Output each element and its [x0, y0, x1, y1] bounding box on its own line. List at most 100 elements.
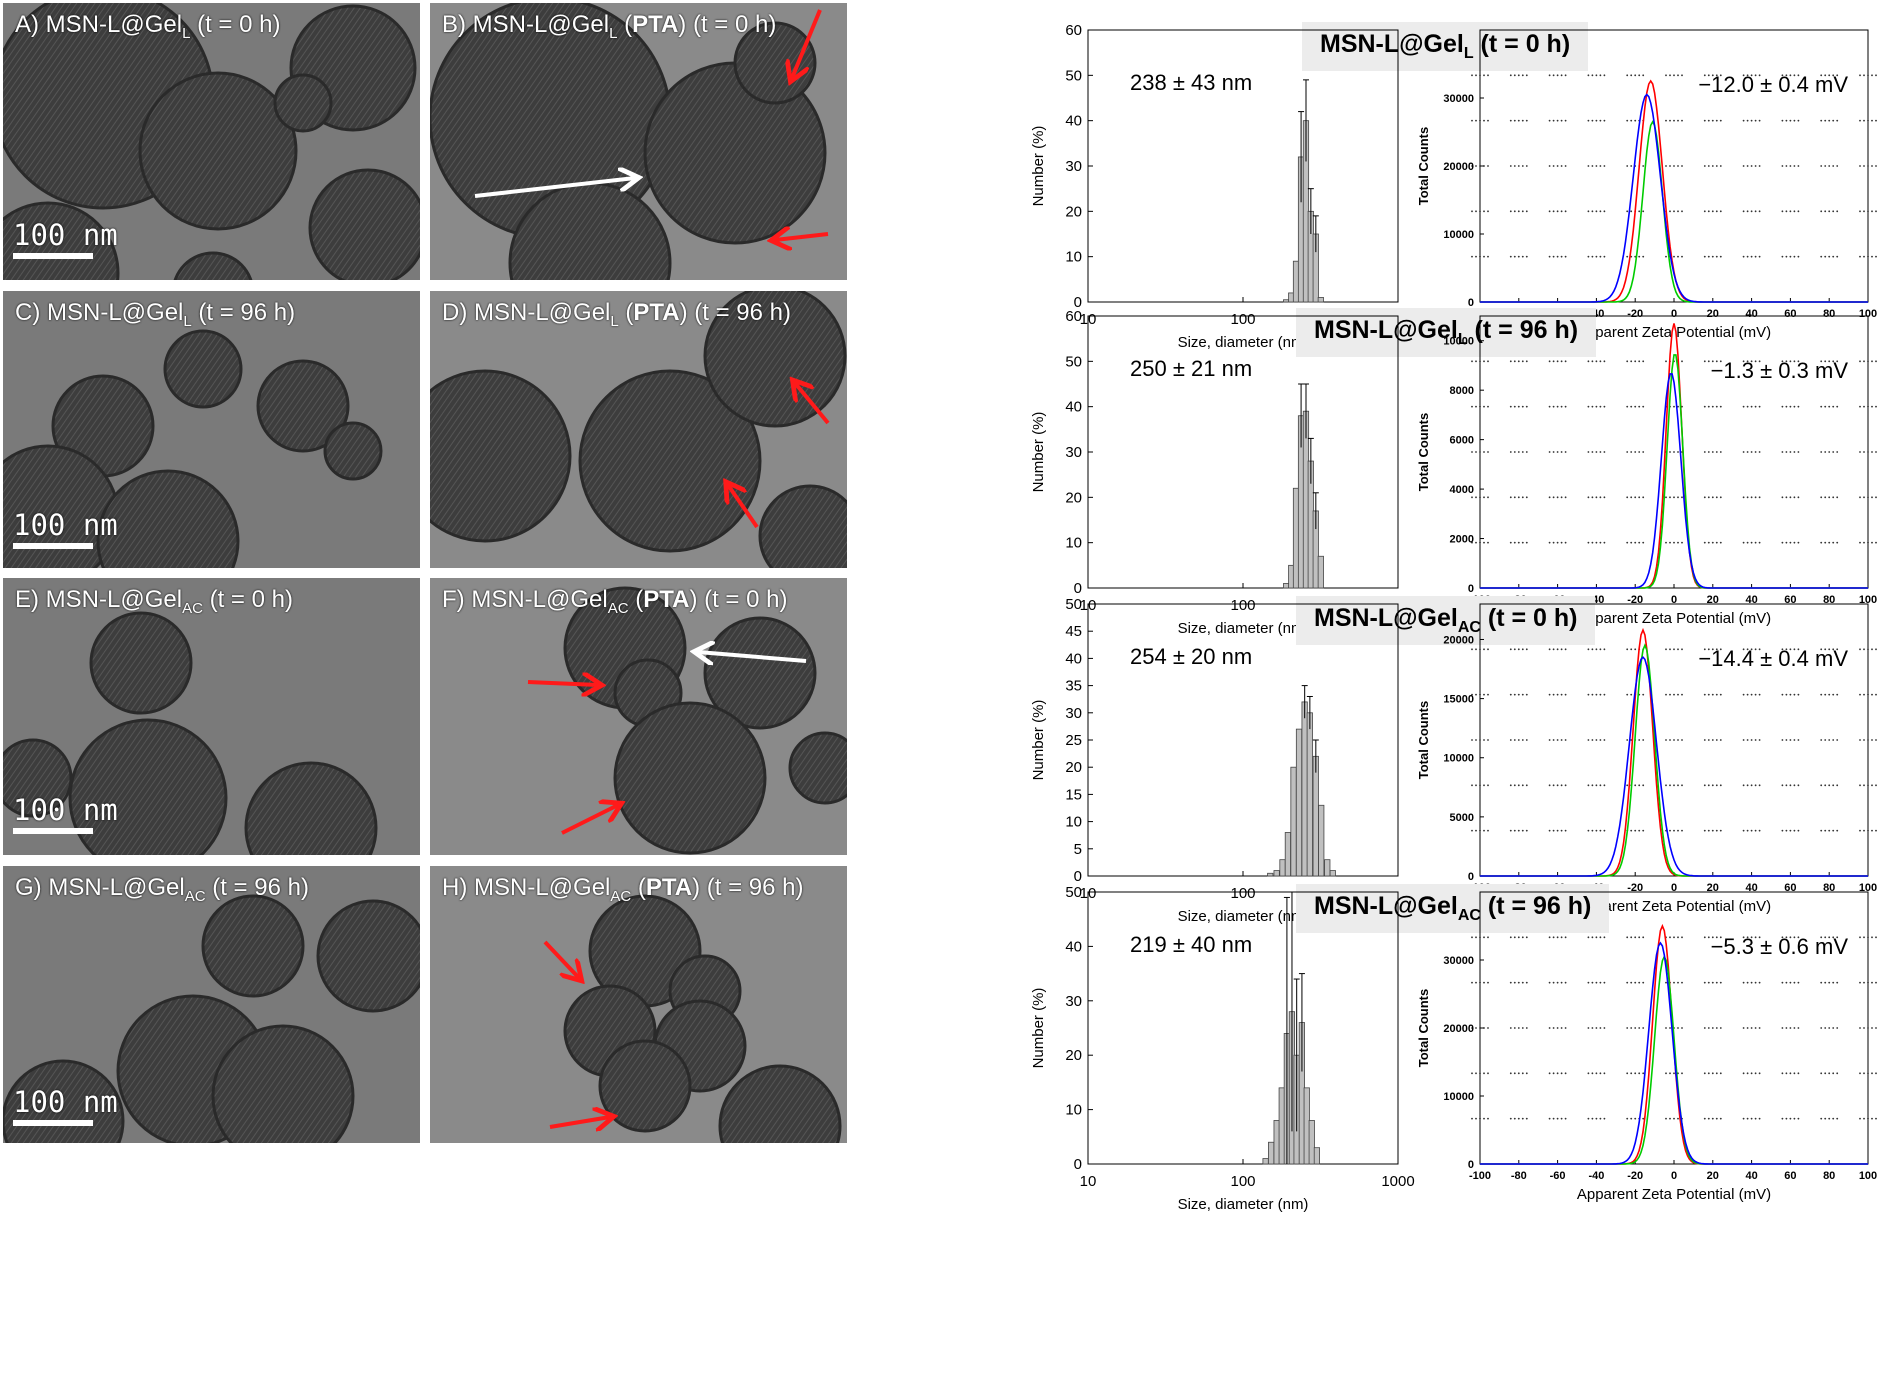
panel-label: F) MSN-L@GelAC (PTA) (t = 0 h) — [442, 586, 788, 617]
y-axis-label: Number (%) — [1030, 412, 1047, 493]
y-tick-label: 10 — [1065, 814, 1082, 831]
histogram-bar — [1324, 859, 1331, 877]
zeta-x-tick-label: 20 — [1707, 882, 1719, 894]
zeta-y-tick-label: 2000 — [1450, 534, 1474, 546]
zeta-y-tick-label: 15000 — [1443, 694, 1474, 706]
zeta-x-tick-label: -20 — [1627, 594, 1643, 606]
scale-bar — [13, 543, 93, 549]
zeta-x-tick-label: 80 — [1823, 882, 1835, 894]
zeta-x-axis-label: Apparent Zeta Potential (mV) — [1577, 610, 1771, 627]
y-tick-label: 40 — [1065, 650, 1082, 667]
y-tick-label: 10 — [1065, 1102, 1082, 1119]
x-tick-label: 100 — [1230, 311, 1255, 328]
particle — [173, 251, 253, 280]
zeta-x-tick-label: 100 — [1859, 1170, 1877, 1182]
size-annotation: 219 ± 40 nm — [1130, 932, 1252, 957]
y-tick-label: 40 — [1065, 113, 1082, 130]
y-tick-label: 0 — [1074, 580, 1082, 597]
zeta-x-tick-label: -40 — [1588, 1170, 1604, 1182]
zeta-x-tick-label: 20 — [1707, 594, 1719, 606]
particle — [201, 894, 305, 998]
size-annotation: 254 ± 20 nm — [1130, 644, 1252, 669]
zeta-x-tick-label: -60 — [1550, 1170, 1566, 1182]
zeta-y-tick-label: 0 — [1468, 297, 1474, 309]
zeta-y-tick-label: 0 — [1468, 871, 1474, 883]
zeta-series-blue — [1480, 373, 1868, 589]
scale-bar — [13, 253, 93, 259]
x-tick-label: 10 — [1080, 1173, 1097, 1190]
y-tick-label: 35 — [1065, 678, 1082, 695]
zeta-x-tick-label: 40 — [1745, 882, 1757, 894]
zeta-series-blue — [1480, 941, 1868, 1165]
histogram-bar — [1318, 804, 1325, 877]
size-annotation: 250 ± 21 nm — [1130, 356, 1252, 381]
histogram-bar — [1317, 297, 1324, 303]
y-tick-label: 50 — [1065, 884, 1082, 901]
particle — [163, 329, 243, 409]
particle — [96, 469, 240, 568]
histogram-bar — [1278, 1087, 1285, 1165]
zeta-annotation: −12.0 ± 0.4 mV — [1698, 72, 1848, 97]
zeta-y-tick-label: 10000 — [1443, 753, 1474, 765]
zeta-x-tick-label: -20 — [1627, 882, 1643, 894]
zeta-series-blue — [1480, 655, 1868, 877]
panel-label: D) MSN-L@GelL (PTA) (t = 96 h) — [442, 299, 791, 330]
x-tick-label: 1000 — [1381, 1173, 1414, 1190]
particle — [323, 421, 383, 481]
particle — [273, 73, 333, 133]
particle — [788, 731, 847, 805]
zeta-y-tick-label: 20000 — [1443, 634, 1474, 646]
y-tick-label: 40 — [1065, 938, 1082, 955]
zeta-y-tick-label: 5000 — [1450, 812, 1474, 824]
tem-panel-c: C) MSN-L@GelL (t = 96 h) 100 nm — [3, 291, 420, 568]
zeta-x-tick-label: 60 — [1784, 1170, 1796, 1182]
x-axis-label: Size, diameter (nm) — [1178, 620, 1309, 637]
particle — [211, 1024, 355, 1143]
y-tick-label: 60 — [1065, 308, 1082, 325]
zeta-x-tick-label: -100 — [1469, 1170, 1491, 1182]
histogram-bar — [1313, 1147, 1320, 1165]
zeta-y-tick-label: 0 — [1468, 583, 1474, 595]
zeta-y-tick-label: 10000 — [1443, 1091, 1474, 1103]
particle — [138, 71, 298, 231]
zeta-series-blue — [1480, 93, 1868, 303]
y-tick-label: 0 — [1074, 1156, 1082, 1173]
histogram-bar — [1329, 870, 1336, 877]
zeta-y-tick-label: 6000 — [1450, 435, 1474, 447]
particle — [613, 701, 767, 855]
zeta-y-tick-label: 30000 — [1443, 955, 1474, 967]
histogram-bar — [1317, 555, 1324, 589]
zeta-y-tick-label: 30000 — [1443, 93, 1474, 105]
zeta-y-axis-label: Total Counts — [1416, 127, 1431, 205]
histogram-bar — [1308, 1120, 1315, 1165]
zeta-x-tick-label: 20 — [1707, 308, 1719, 320]
zeta-y-axis-label: Total Counts — [1416, 701, 1431, 779]
zeta-x-tick-label: 0 — [1671, 1170, 1677, 1182]
zeta-x-axis-label: Apparent Zeta Potential (mV) — [1577, 898, 1771, 915]
zeta-x-tick-label: 40 — [1745, 594, 1757, 606]
histogram-bar — [1268, 1141, 1275, 1165]
zeta-y-tick-label: 4000 — [1450, 484, 1474, 496]
y-tick-label: 20 — [1065, 489, 1082, 506]
particle — [256, 359, 350, 453]
histogram-bar — [1273, 1120, 1280, 1165]
particle — [578, 369, 762, 553]
zeta-y-tick-label: 20000 — [1443, 1023, 1474, 1035]
tem-panel-d: D) MSN-L@GelL (PTA) (t = 96 h)50 nm — [430, 291, 847, 568]
histogram-bar — [1262, 1158, 1269, 1165]
zeta-x-tick-label: -80 — [1511, 1170, 1527, 1182]
panel-label: C) MSN-L@GelL (t = 96 h) — [15, 299, 296, 330]
zeta-x-tick-label: 60 — [1784, 594, 1796, 606]
particle — [758, 484, 847, 568]
y-tick-label: 25 — [1065, 732, 1082, 749]
y-tick-label: 50 — [1065, 353, 1082, 370]
x-axis-label: Size, diameter (nm) — [1178, 334, 1309, 351]
tem-panel-h: H) MSN-L@GelAC (PTA) (t = 96 h)100 nm — [430, 866, 847, 1143]
scale-bar-label: 100 nm — [13, 218, 118, 252]
histogram-bar — [1273, 870, 1280, 877]
y-tick-label: 30 — [1065, 444, 1082, 461]
y-tick-label: 30 — [1065, 993, 1082, 1010]
panel-label: E) MSN-L@GelAC (t = 0 h) — [15, 586, 293, 617]
